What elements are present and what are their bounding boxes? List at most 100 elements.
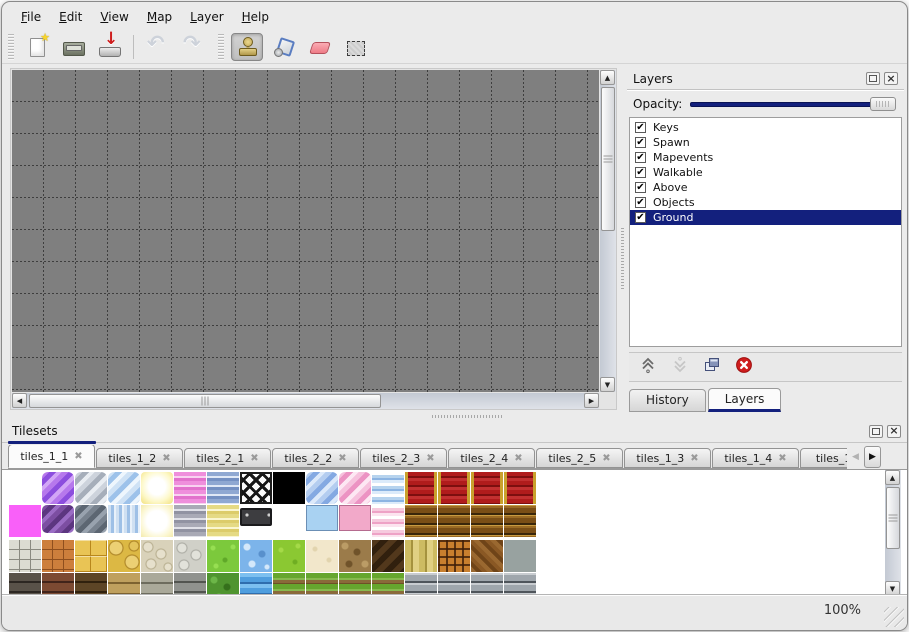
tile-shingle[interactable]	[372, 540, 404, 572]
save-tool-button[interactable]	[93, 29, 125, 61]
layer-row[interactable]: ✔ Walkable	[630, 165, 901, 180]
tab-scroll-right-icon[interactable]: ▶	[864, 446, 881, 468]
close-panel-icon[interactable]	[887, 424, 901, 438]
undo-tool-button[interactable]	[142, 31, 174, 61]
tile-glass-gray-dark[interactable]	[75, 505, 107, 533]
tile-grass2[interactable]	[273, 540, 305, 572]
tile-brick-dark[interactable]	[9, 573, 41, 597]
float-panel-icon[interactable]	[869, 424, 883, 438]
toolbar-drag-handle[interactable]	[218, 33, 224, 60]
tile-wood[interactable]	[471, 505, 503, 537]
layer-visibility-checkbox[interactable]: ✔	[635, 182, 646, 193]
tileset-tab-tiles_1_[interactable]: tiles_1_✖	[800, 448, 847, 468]
tab-close-icon[interactable]: ✖	[690, 452, 699, 464]
tile-empty[interactable]	[273, 505, 305, 537]
duplicate-layer-icon[interactable]	[703, 356, 721, 378]
layer-row[interactable]: ✔ Objects	[630, 195, 901, 210]
tile-pebble-gray[interactable]	[174, 540, 206, 572]
tileset-tab-tiles_2_2[interactable]: tiles_2_2 ✖	[272, 448, 359, 468]
canvas-vertical-scrollbar[interactable]: ▲ ▼	[600, 70, 616, 392]
canvas-horizontal-scrollbar[interactable]: ◀ ▶	[12, 393, 599, 409]
menu-view[interactable]: View	[100, 10, 129, 24]
select-tool-button[interactable]	[339, 33, 371, 61]
tab-close-icon[interactable]: ✖	[74, 450, 83, 462]
tile-plank-gray[interactable]	[504, 573, 536, 597]
tile-wave-pink[interactable]	[372, 505, 404, 537]
dock-tab-history[interactable]: History	[629, 389, 706, 412]
tile-stone-tan[interactable]	[108, 573, 140, 597]
tile-stone-orange[interactable]	[42, 540, 74, 572]
tile-grass-dirt[interactable]	[339, 573, 371, 597]
tab-close-icon[interactable]: ✖	[778, 452, 787, 464]
tile-water-shimmer[interactable]	[108, 505, 140, 533]
tile-glass-purple-dark[interactable]	[42, 505, 74, 533]
tileset-tab-tiles_1_2[interactable]: tiles_1_2 ✖	[96, 448, 183, 468]
menu-help[interactable]: Help	[241, 10, 270, 24]
stamp-tool-button[interactable]	[231, 32, 263, 61]
tab-close-icon[interactable]: ✖	[338, 452, 347, 464]
redo-tool-button[interactable]	[178, 31, 210, 61]
tile-grass-bright[interactable]	[207, 540, 239, 572]
tile-stripe-pink[interactable]	[174, 472, 206, 504]
tile-carpet-red[interactable]	[438, 472, 470, 504]
tile-wave-blue[interactable]	[372, 472, 404, 504]
delete-layer-icon[interactable]	[735, 356, 753, 378]
layer-visibility-checkbox[interactable]: ✔	[635, 167, 646, 178]
layer-row[interactable]: ✔ Mapevents	[630, 150, 901, 165]
eraser-tool-button[interactable]	[303, 33, 335, 61]
tab-close-icon[interactable]: ✖	[426, 452, 435, 464]
layer-visibility-checkbox[interactable]: ✔	[635, 212, 646, 223]
layer-row[interactable]: ✔ Spawn	[630, 135, 901, 150]
opacity-slider-handle[interactable]	[870, 97, 896, 111]
tile-glass-purple[interactable]	[42, 472, 74, 504]
tab-close-icon[interactable]: ✖	[250, 452, 259, 464]
tile-brick-gray[interactable]	[174, 573, 206, 597]
tile-carpet-red[interactable]	[504, 472, 536, 504]
tile-glass-pink[interactable]	[339, 472, 371, 504]
tile-stone-gray[interactable]	[9, 540, 41, 572]
move-layer-up-icon[interactable]	[639, 356, 657, 378]
tile-bamboo[interactable]	[405, 540, 437, 572]
tileset-tab-tiles_1_3[interactable]: tiles_1_3 ✖	[624, 448, 711, 468]
tileset-tab-tiles_1_4[interactable]: tiles_1_4 ✖	[712, 448, 799, 468]
tile-carpet-red[interactable]	[471, 472, 503, 504]
layer-visibility-checkbox[interactable]: ✔	[635, 137, 646, 148]
tileset-tab-tiles_2_4[interactable]: tiles_2_4 ✖	[448, 448, 535, 468]
new-tool-button[interactable]	[21, 31, 53, 61]
map-canvas[interactable]	[12, 70, 599, 392]
tile-tile-yellow[interactable]	[75, 540, 107, 572]
tile-plank-gray[interactable]	[405, 573, 437, 597]
tile-gravel[interactable]	[339, 540, 371, 572]
tile-stone-wall[interactable]	[141, 573, 173, 597]
tile-blue-solid[interactable]	[306, 505, 338, 531]
menu-file[interactable]: File	[21, 10, 42, 24]
tile-grass-dirt[interactable]	[306, 573, 338, 597]
canvas-vscroll-thumb[interactable]	[601, 87, 615, 231]
layer-row[interactable]: ✔ Above	[630, 180, 901, 195]
canvas-hscroll-thumb[interactable]	[29, 394, 381, 408]
tile-stripe-yellow[interactable]	[207, 505, 239, 537]
layer-visibility-checkbox[interactable]: ✔	[635, 197, 646, 208]
tile-plank-gray[interactable]	[438, 573, 470, 597]
tile-water-wall[interactable]	[240, 573, 272, 597]
tile-lattice[interactable]	[240, 472, 272, 504]
tileset-tab-tiles_2_3[interactable]: tiles_2_3 ✖	[360, 448, 447, 468]
tile-pebble-beige[interactable]	[141, 540, 173, 572]
layer-visibility-checkbox[interactable]: ✔	[635, 122, 646, 133]
move-layer-down-icon[interactable]	[671, 356, 689, 378]
tile-glow-yellow[interactable]	[141, 472, 173, 504]
layer-row[interactable]: ✔ Keys	[630, 120, 901, 135]
tile-magenta[interactable]	[9, 505, 41, 537]
scroll-up-icon[interactable]: ▲	[885, 470, 900, 485]
tile-glow-pale[interactable]	[141, 505, 173, 537]
tileset-vertical-scrollbar[interactable]: ▲ ▼	[885, 470, 901, 596]
tile-glass-gray[interactable]	[75, 472, 107, 504]
menu-map[interactable]: Map	[146, 10, 173, 24]
tile-glass-blue[interactable]	[108, 472, 140, 504]
scroll-down-icon[interactable]: ▼	[600, 377, 615, 392]
menu-edit[interactable]: Edit	[59, 10, 83, 24]
scroll-left-icon[interactable]: ◀	[12, 393, 27, 408]
tile-brick-brown[interactable]	[42, 573, 74, 597]
tile-sand[interactable]	[306, 540, 338, 572]
layer-visibility-checkbox[interactable]: ✔	[635, 152, 646, 163]
